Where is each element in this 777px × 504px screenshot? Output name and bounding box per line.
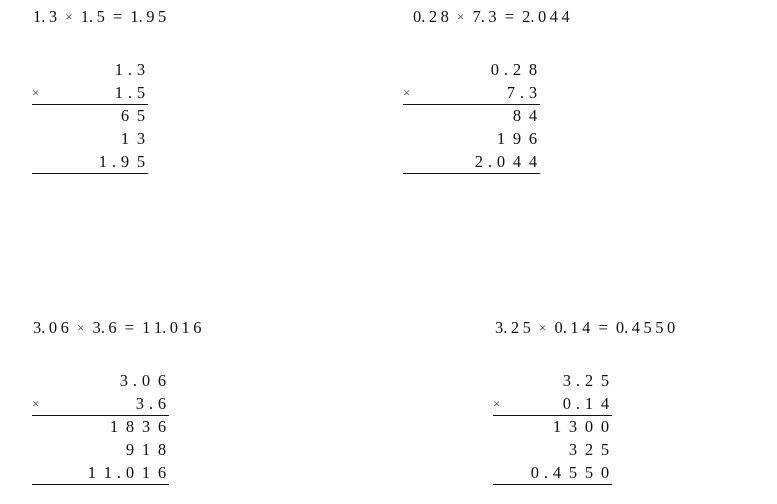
problem-2-row-multiplier: × 7.3 (403, 81, 540, 104)
problem-2: 0. 2 8 × 7. 3 = 2. 0 4 4 (413, 7, 570, 28)
equals-icon: = (124, 318, 135, 337)
problem-3-headline: 3. 0 6 × 3. 6 = 1 1. 0 1 6 (33, 318, 202, 339)
problem-1: 1. 3 × 1. 5 = 1. 9 5 (33, 7, 166, 28)
problem-2-product: 2. 0 4 4 (522, 7, 570, 26)
problem-1-headline: 1. 3 × 1. 5 = 1. 9 5 (33, 7, 166, 28)
problem-3-rule-bottom (32, 484, 169, 485)
multiply-icon: × (457, 9, 465, 24)
equals-icon: = (598, 318, 608, 337)
multiply-icon: × (539, 320, 547, 335)
problem-3-col-multiplier: 3.6 (135, 394, 167, 413)
problem-1-col-multiplicand: 1.3 (114, 60, 146, 79)
problem-3: 3. 0 6 × 3. 6 = 1 1. 0 1 6 (33, 318, 202, 339)
problem-2-multiplicand: 0. 2 8 (413, 7, 449, 26)
problem-1-multiplier: 1. 5 (80, 7, 105, 26)
problem-2-multiplier: 7. 3 (472, 7, 497, 26)
problem-4-multiplier: 0. 1 4 (554, 318, 591, 337)
problem-2-rule-bottom (403, 173, 540, 174)
problem-3-multiplicand: 3. 0 6 (33, 318, 69, 337)
problem-1-multiplicand: 1. 3 (33, 7, 58, 26)
multiply-icon: × (493, 396, 501, 411)
equals-icon: = (112, 7, 123, 26)
problem-1-col-multiplier: 1.5 (114, 83, 146, 102)
problem-4-rule-top (493, 415, 612, 416)
multiply-icon: × (403, 85, 411, 100)
equals-icon: = (504, 7, 515, 26)
multiply-icon: × (65, 9, 73, 24)
problem-4-headline: 3. 2 5 × 0. 1 4 = 0. 4 5 5 0 (495, 318, 675, 339)
problem-4-rule-bottom (493, 484, 612, 485)
problem-4-multiplicand: 3. 2 5 (495, 318, 531, 337)
problem-3-multiplier: 3. 6 (92, 318, 117, 337)
problem-3-rule-top (32, 415, 169, 416)
problem-2-rule-top (403, 104, 540, 105)
problem-1-row-multiplicand: 1.3 (32, 58, 148, 81)
problem-4-product: 0. 4 5 5 0 (615, 318, 676, 337)
problem-2-headline: 0. 2 8 × 7. 3 = 2. 0 4 4 (413, 7, 570, 28)
problem-1-product: 1. 9 5 (130, 7, 167, 26)
problem-1-rule-bottom (32, 173, 148, 174)
problem-4: 3. 2 5 × 0. 1 4 = 0. 4 5 5 0 (495, 318, 675, 339)
problem-2-col-multiplier: 7.3 (506, 83, 538, 102)
problem-3-row-multiplier: × 3.6 (32, 392, 169, 415)
multiply-icon: × (77, 320, 85, 335)
problem-3-product: 1 1. 0 1 6 (142, 318, 202, 337)
multiply-icon: × (32, 396, 40, 411)
multiply-icon: × (32, 85, 40, 100)
problem-1-row-multiplier: × 1.5 (32, 81, 148, 104)
problem-1-rule-top (32, 104, 148, 105)
